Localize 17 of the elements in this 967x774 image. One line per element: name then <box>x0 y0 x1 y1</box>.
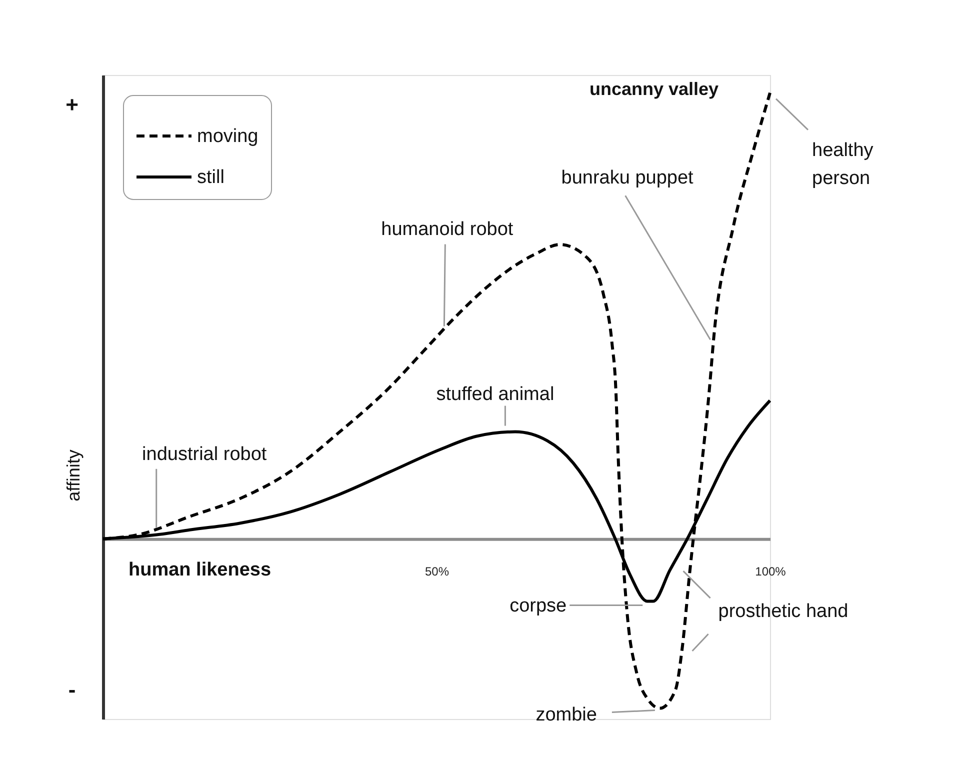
annotation: prosthetic hand <box>718 601 848 622</box>
annotation: stuffed animal <box>436 384 554 405</box>
annotation: humanoid robot <box>381 219 514 240</box>
x-tick-label: 50% <box>424 564 450 578</box>
annotation: corpse <box>510 595 567 616</box>
annotation: bunraku puppet <box>561 168 694 189</box>
annotation: healthy person <box>812 140 874 189</box>
legend-label: still <box>197 167 224 188</box>
legend-label: moving <box>197 126 258 147</box>
annotation: uncanny valley <box>589 79 719 99</box>
x-axis-title: human likeness <box>128 559 272 580</box>
annotation: industrial robot <box>142 444 268 465</box>
y-axis-title: affinity <box>64 450 84 502</box>
x-tick-label: 100% <box>755 564 786 578</box>
text: - <box>68 677 76 702</box>
annotation: zombie <box>536 704 597 726</box>
text: + <box>66 92 78 117</box>
